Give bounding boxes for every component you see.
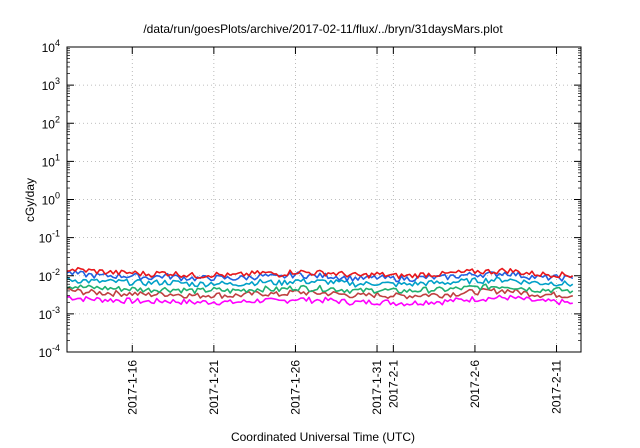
- y-tick-label: 10-1: [39, 229, 60, 246]
- series-line: [66, 269, 574, 283]
- y-tick-label: 10-3: [39, 305, 60, 322]
- x-axis-label: Coordinated Universal Time (UTC): [231, 430, 415, 444]
- y-tick-label: 101: [42, 152, 60, 169]
- x-tick-label: 2017-1-31: [370, 360, 384, 415]
- grid: [67, 47, 581, 352]
- y-axis-label: cGy/day: [23, 178, 37, 222]
- series-line: [66, 266, 574, 280]
- chart-title: /data/run/goesPlots/archive/2017-02-11/f…: [143, 22, 503, 36]
- x-axis: 2017-1-16 2017-1-21 2017-1-26 2017-1-31 2017…: [125, 47, 564, 415]
- y-tick-label: 104: [42, 38, 60, 55]
- x-tick-label: 2017-1-21: [207, 360, 221, 415]
- y-tick-label: 10-4: [39, 343, 60, 360]
- y-tick-label: 100: [42, 191, 60, 208]
- x-tick-label: 2017-2-6: [468, 360, 482, 408]
- x-tick-label: 2017-2-1: [386, 360, 400, 408]
- series-line: [66, 276, 574, 288]
- x-tick-label: 2017-1-26: [288, 360, 302, 415]
- series-group: [66, 266, 574, 307]
- y-axis: 10-4 10-3 10-2 10-1 100 101 102 103 104: [39, 38, 581, 360]
- y-tick-label: 10-2: [39, 267, 60, 284]
- series-line: [66, 283, 574, 295]
- series-line: [66, 294, 573, 307]
- x-tick-label: 2017-1-16: [125, 360, 139, 415]
- y-tick-label: 102: [42, 114, 60, 131]
- x-tick-label: 2017-2-11: [550, 360, 564, 414]
- y-tick-label: 103: [42, 76, 60, 93]
